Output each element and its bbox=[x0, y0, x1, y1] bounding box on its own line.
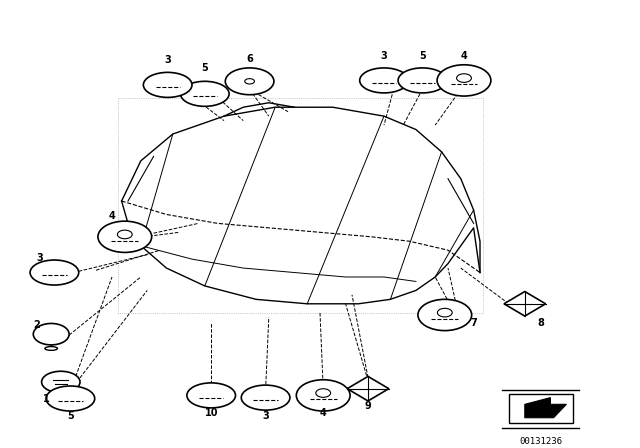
Text: 6: 6 bbox=[246, 54, 253, 64]
Bar bbox=[509, 394, 573, 423]
Ellipse shape bbox=[225, 68, 274, 95]
Text: 4: 4 bbox=[461, 51, 467, 61]
Text: 4: 4 bbox=[320, 409, 326, 418]
Ellipse shape bbox=[45, 347, 58, 350]
Ellipse shape bbox=[180, 81, 229, 106]
Text: 8: 8 bbox=[538, 318, 544, 328]
Text: 9: 9 bbox=[365, 401, 371, 411]
Ellipse shape bbox=[33, 323, 69, 345]
Ellipse shape bbox=[143, 73, 192, 97]
Ellipse shape bbox=[241, 385, 290, 410]
Polygon shape bbox=[525, 398, 566, 418]
Text: 3: 3 bbox=[164, 56, 171, 65]
Text: 00131236: 00131236 bbox=[519, 437, 563, 446]
Polygon shape bbox=[504, 292, 545, 316]
Text: 5: 5 bbox=[419, 51, 426, 61]
Text: 3: 3 bbox=[381, 51, 387, 61]
Ellipse shape bbox=[187, 383, 236, 408]
Text: 3: 3 bbox=[36, 254, 43, 263]
Ellipse shape bbox=[117, 230, 132, 239]
Ellipse shape bbox=[437, 65, 491, 96]
Ellipse shape bbox=[456, 74, 472, 82]
Text: 5: 5 bbox=[202, 64, 208, 73]
Text: 10: 10 bbox=[204, 409, 218, 418]
Ellipse shape bbox=[418, 299, 472, 331]
Ellipse shape bbox=[244, 79, 255, 84]
Text: 3: 3 bbox=[262, 411, 269, 421]
Ellipse shape bbox=[30, 260, 79, 285]
Text: 7: 7 bbox=[470, 318, 477, 328]
Ellipse shape bbox=[46, 386, 95, 411]
Text: 4: 4 bbox=[109, 211, 115, 221]
Ellipse shape bbox=[437, 308, 452, 317]
Text: 2: 2 bbox=[33, 320, 40, 330]
Ellipse shape bbox=[316, 389, 331, 397]
Ellipse shape bbox=[296, 380, 350, 411]
Ellipse shape bbox=[398, 68, 447, 93]
Polygon shape bbox=[347, 376, 388, 401]
Ellipse shape bbox=[42, 371, 80, 393]
Ellipse shape bbox=[98, 221, 152, 252]
Ellipse shape bbox=[360, 68, 408, 93]
Text: 1: 1 bbox=[43, 394, 49, 404]
Text: 5: 5 bbox=[67, 411, 74, 421]
